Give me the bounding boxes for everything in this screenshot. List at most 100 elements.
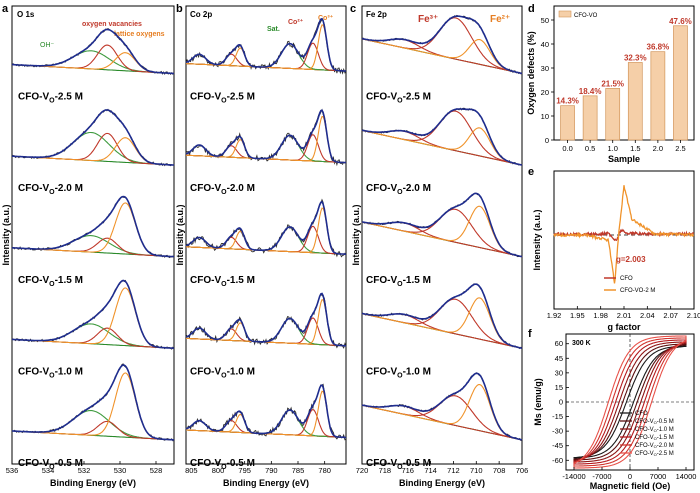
mh-legend-label-5: CFO-VO-2.5 M — [635, 451, 674, 457]
mh-y-label-4: 0 — [559, 398, 563, 407]
x-tick-label-2: 716 — [401, 466, 414, 475]
sat-annotation: Sat. — [267, 26, 280, 33]
mh-x-label-3: 7000 — [650, 472, 667, 481]
fit-envelope-4 — [361, 372, 523, 441]
panel-b: b Co 2p Sat. Co²⁺ Co³⁺ CFO-VO-2.5 MCFO-V… — [175, 3, 347, 488]
panel-letter-e: e — [528, 166, 534, 178]
panel-a-xlabel: Binding Energy (eV) — [50, 478, 136, 488]
bar-0.0 — [560, 105, 575, 141]
mh-legend-label-0: CFO — [635, 411, 648, 417]
bar-legend-label: CFO-VO — [574, 13, 598, 19]
mh-y-label-2: 30 — [555, 368, 563, 377]
bar-2.5 — [673, 25, 688, 141]
fit-component-0-2 — [361, 38, 523, 75]
panel-a-title: O 1s — [17, 10, 35, 19]
panel-b-xlabel: Binding Energy (eV) — [223, 478, 309, 488]
bar-0.5 — [582, 95, 598, 141]
panel-d-xlabel: Sample — [608, 154, 640, 164]
fit-component-4-2 — [361, 384, 523, 441]
panel-letter-d: d — [528, 3, 535, 15]
panel-b-title: Co 2p — [190, 10, 212, 19]
sample-label-3: CFO-VO-1.0 M — [190, 366, 255, 379]
fit-envelope-2 — [185, 200, 346, 255]
g-factor-label: g=2.003 — [616, 255, 646, 264]
panel-c: c Fe 2p Fe³⁺ Fe²⁺ CFO-VO-2.5 M CFO-VO-2.0… — [350, 3, 528, 488]
fit-component-4-1 — [12, 420, 175, 441]
panel-e: e 1.92 1.95 1.98 2.01 2.04 2.07 2.10 g=2.003 C… — [528, 166, 700, 332]
sample-label-1: CFO-VO-2.0 M — [190, 183, 255, 196]
sample-label-4: CFO-VO-0.5 M — [366, 458, 431, 471]
epr-legend-cfo: CFO — [620, 276, 633, 282]
fit-envelope-0 — [185, 17, 346, 72]
mh-loop-1 — [573, 343, 687, 461]
mh-loop-5 — [573, 335, 687, 469]
x-tick-label-6: 708 — [493, 466, 506, 475]
temperature-label: 300 K — [572, 340, 591, 347]
panel-d-frame — [553, 5, 695, 141]
panel-e-ylabel: Intensity (a.u.) — [532, 209, 542, 270]
fit-envelope-4 — [185, 384, 346, 439]
bar-value-label-4: 36.8% — [647, 43, 670, 52]
x-tick-label-5: 780 — [318, 466, 331, 475]
epr-x-label-0: 1.92 — [547, 311, 562, 320]
x-tick-label-7: 706 — [516, 466, 529, 475]
mh-y-label-1: 45 — [555, 354, 563, 363]
bar-y-label-0: 0 — [545, 136, 549, 145]
x-tick-label-2: 795 — [238, 466, 251, 475]
sample-label-4: CFO-VO-0.5 M — [190, 458, 255, 471]
mh-legend-label-1: CFO-VO-0.5 M — [635, 419, 674, 425]
mh-y-label-3: 15 — [555, 383, 563, 392]
fit-envelope-2 — [12, 195, 175, 258]
panel-c-x-ticks: 720 718 716 714 712 710 708 706 — [356, 461, 529, 475]
panel-e-xlabel: g factor — [607, 322, 641, 332]
mh-y-label-0: 60 — [555, 339, 563, 348]
mh-y-label-8: -60 — [552, 456, 563, 465]
x-tick-label-3: 714 — [424, 466, 437, 475]
mh-legend-label-3: CFO-VO-1.5 M — [635, 435, 674, 441]
panel-c-frame — [361, 5, 523, 465]
bar-x-label-5: 2.5 — [675, 144, 685, 153]
panel-c-curves — [361, 14, 523, 441]
panel-d-bars: 14.3% 0.0 18.4% 0.5 21.5% 1.0 32.3% 1.5 36.8% 2.0… — [541, 16, 692, 153]
mh-y-label-6: -30 — [552, 427, 563, 436]
sample-label-3: CFO-VO-1.0 M — [18, 366, 83, 379]
panel-a-x-ticks: 536 534 532 530 528 — [6, 461, 162, 475]
fit-envelope-1 — [361, 108, 523, 166]
bar-value-label-3: 32.3% — [624, 53, 647, 62]
panel-c-ylabel: Intensity (a.u.) — [351, 204, 361, 265]
fit-envelope-3 — [361, 283, 523, 350]
panel-b-sample-labels: CFO-VO-2.5 M CFO-VO-2.0 M CFO-VO-1.5 M CFO-… — [190, 92, 255, 471]
fit-envelope-1 — [185, 109, 346, 164]
sample-label-1: CFO-VO-2.0 M — [366, 183, 431, 196]
x-tick-label-1: 534 — [42, 466, 55, 475]
bar-y-label-3: 30 — [541, 64, 549, 73]
fit-envelope-4 — [12, 364, 175, 441]
epr-series-1 — [553, 185, 695, 284]
panel-b-frame — [185, 5, 347, 465]
x-tick-label-1: 718 — [379, 466, 392, 475]
sample-label-3: CFO-VO-1.0 M — [366, 366, 431, 379]
sample-label-2: CFO-VO-1.5 M — [190, 275, 255, 288]
lattice-oxygens-annotation: lattice oxygens — [114, 31, 165, 38]
epr-legend-vo: CFO-VO-2 M — [620, 288, 655, 294]
panel-letter-f: f — [528, 328, 532, 340]
bar-value-label-5: 47.6% — [669, 17, 692, 26]
x-tick-label-0: 536 — [6, 466, 19, 475]
panel-f-ylabel: Ms (emu/g) — [533, 378, 543, 426]
panel-a-curves — [11, 28, 175, 442]
panel-letter-a: a — [2, 3, 9, 15]
bar-y-label-5: 50 — [541, 16, 549, 25]
panel-f-curves: -14000 -7000 0 7000 14000 60 45 30 15 0 -15 -30 -45 -… — [552, 334, 696, 481]
sample-label-2: CFO-VO-1.5 M — [366, 275, 431, 288]
bar-value-label-2: 21.5% — [601, 79, 624, 88]
fit-envelope-0 — [12, 28, 175, 75]
fit-component-1-2 — [361, 127, 523, 166]
x-tick-label-5: 710 — [470, 466, 483, 475]
fe2-annotation: Fe²⁺ — [490, 14, 510, 25]
bar-y-label-4: 40 — [541, 40, 549, 49]
mh-x-label-2: 0 — [628, 472, 632, 481]
panel-b-ylabel: Intensity (a.u.) — [175, 204, 185, 265]
raw-spectrum-3 — [361, 283, 523, 350]
panel-d: d CFO-VO 14.3% 0.0 18.4% 0.5 21.5% 1.0 32.3% 1.… — [526, 3, 695, 164]
